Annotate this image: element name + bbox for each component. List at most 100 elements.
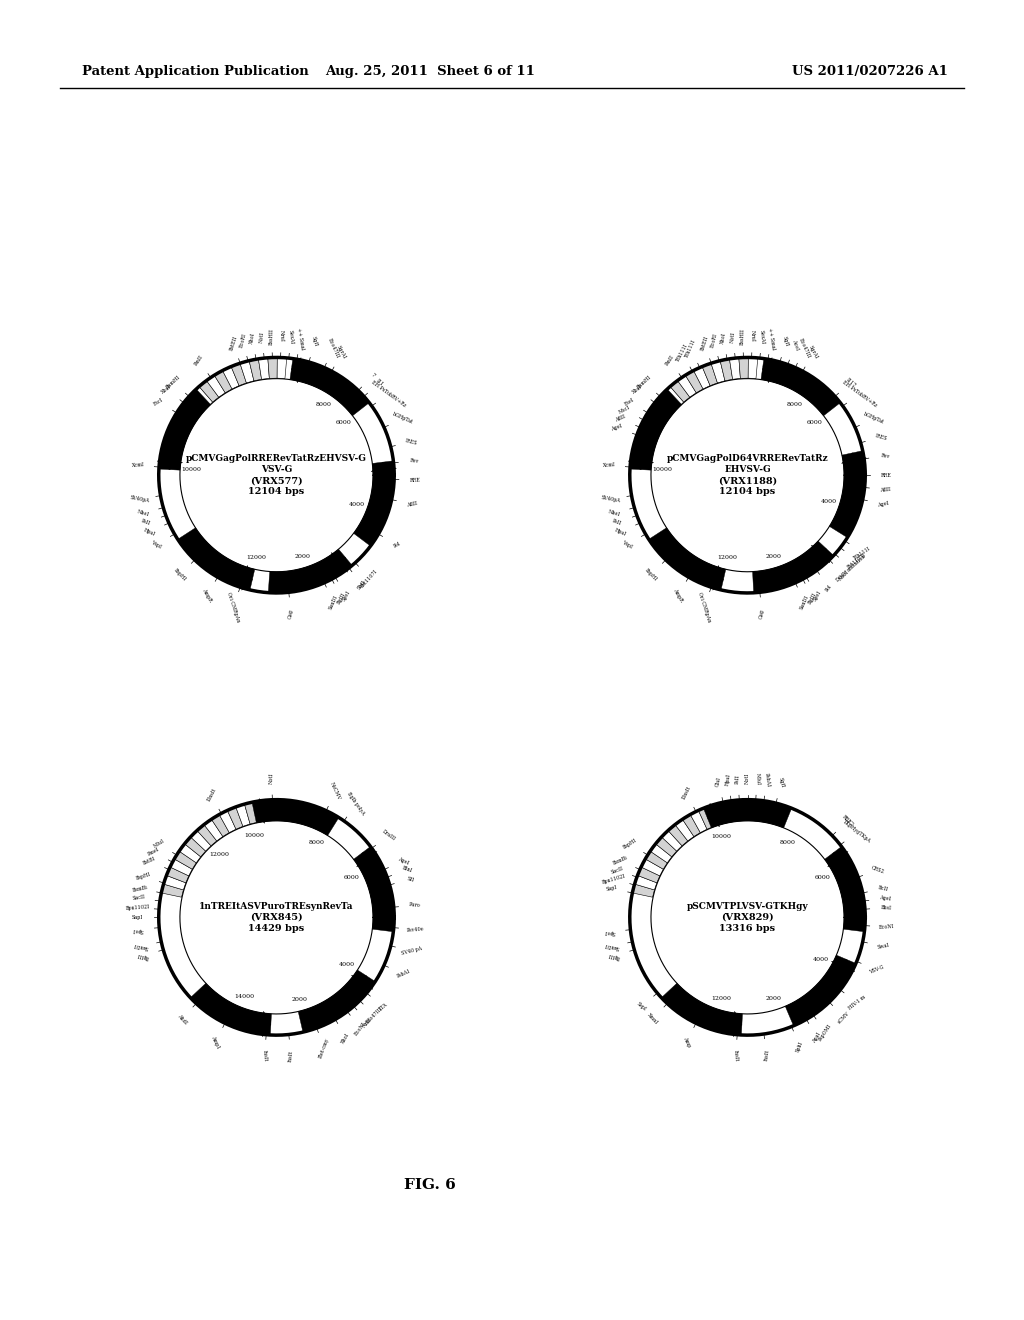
Text: ++ Smal: ++ Smal: [767, 327, 776, 350]
Polygon shape: [642, 416, 664, 433]
Polygon shape: [761, 359, 841, 416]
Polygon shape: [207, 376, 225, 397]
Text: 14429 bps: 14429 bps: [249, 924, 304, 933]
Text: BbsI: BbsI: [881, 904, 892, 911]
Polygon shape: [245, 803, 257, 824]
Polygon shape: [638, 424, 660, 440]
Text: XhoI: XhoI: [341, 1031, 351, 1044]
Text: SpeI: SpeI: [132, 927, 144, 932]
Text: AmpR: AmpR: [672, 587, 684, 603]
Polygon shape: [179, 843, 201, 863]
Polygon shape: [742, 800, 752, 821]
Text: IRES: IRES: [874, 433, 888, 441]
Text: EH PsTobRV+Rz: EH PsTobRV+Rz: [371, 379, 408, 408]
Polygon shape: [651, 400, 673, 420]
Polygon shape: [204, 820, 223, 841]
Text: 6000: 6000: [336, 420, 351, 425]
Text: D64V mutation: D64V mutation: [836, 554, 866, 582]
Text: SanDI: SanDI: [603, 942, 620, 950]
Polygon shape: [702, 364, 718, 385]
Text: BstBI: BstBI: [142, 855, 157, 866]
Text: 4000: 4000: [820, 499, 837, 504]
Polygon shape: [698, 808, 714, 829]
Polygon shape: [190, 983, 271, 1035]
Polygon shape: [642, 859, 664, 876]
Text: 12104 bps: 12104 bps: [249, 487, 304, 496]
Text: BspHI: BspHI: [644, 568, 658, 582]
Text: InsIt: InsIt: [261, 1049, 267, 1061]
Text: VspI: VspI: [151, 540, 162, 549]
Text: SexAI: SexAI: [288, 330, 294, 345]
Polygon shape: [371, 462, 396, 471]
Polygon shape: [178, 528, 255, 590]
Text: 12104 bps: 12104 bps: [720, 487, 775, 496]
Text: SanDI: SanDI: [799, 594, 809, 610]
Text: XbaI: XbaI: [161, 384, 173, 395]
Text: XhoI: XhoI: [249, 333, 256, 345]
Text: AflII: AflII: [880, 487, 891, 492]
Text: AflII: AflII: [614, 414, 627, 424]
Text: SspI: SspI: [635, 1002, 647, 1012]
Polygon shape: [171, 859, 193, 876]
Polygon shape: [675, 820, 694, 841]
Text: 1InsIt: 1InsIt: [681, 785, 692, 800]
Text: 6000: 6000: [807, 420, 822, 425]
Polygon shape: [185, 837, 206, 857]
Text: SanDI: SanDI: [132, 942, 148, 950]
Polygon shape: [236, 805, 250, 826]
Polygon shape: [669, 825, 688, 846]
Text: BInI: BInI: [401, 866, 413, 874]
Text: pSCMVTPLVSV-GTKHgy: pSCMVTPLVSV-GTKHgy: [687, 902, 808, 911]
Text: 6000: 6000: [815, 875, 830, 880]
Text: BglII: BglII: [607, 952, 621, 960]
Polygon shape: [657, 393, 678, 413]
Text: XcmI: XcmI: [602, 462, 615, 469]
Text: VSV-G: VSV-G: [868, 964, 885, 974]
Polygon shape: [215, 371, 232, 393]
Polygon shape: [198, 825, 217, 846]
Text: 7: 7: [370, 372, 376, 378]
Polygon shape: [729, 358, 740, 379]
Text: MIuI: MIuI: [755, 772, 760, 785]
Text: 13316 bps: 13316 bps: [720, 924, 775, 933]
Polygon shape: [162, 442, 183, 455]
Text: 10000: 10000: [181, 467, 202, 471]
Polygon shape: [162, 884, 183, 898]
Text: InsIt: InsIt: [288, 1049, 294, 1061]
Text: 8000: 8000: [779, 840, 796, 845]
Polygon shape: [763, 358, 772, 383]
Text: SV40pA: SV40pA: [600, 495, 621, 503]
Polygon shape: [811, 545, 829, 562]
Polygon shape: [278, 358, 287, 379]
Polygon shape: [630, 389, 682, 470]
Polygon shape: [712, 362, 725, 383]
Text: 2000: 2000: [766, 553, 781, 558]
Text: SfI: SfI: [406, 875, 415, 883]
Text: (VRX845): (VRX845): [250, 913, 303, 921]
Text: bGHpTat: bGHpTat: [392, 412, 415, 425]
Text: NruI: NruI: [361, 1016, 374, 1028]
Text: SexAI: SexAI: [759, 330, 765, 345]
Polygon shape: [646, 851, 668, 869]
Polygon shape: [703, 800, 792, 828]
Text: (VRX1188): (VRX1188): [718, 477, 777, 486]
Text: BamHI: BamHI: [165, 375, 181, 389]
Text: Amp: Amp: [682, 1036, 691, 1048]
Text: Patent Application Publication: Patent Application Publication: [82, 66, 309, 78]
Text: 1InsIt: 1InsIt: [206, 787, 217, 803]
Polygon shape: [353, 846, 394, 932]
Text: NruI: NruI: [750, 330, 755, 342]
Text: PsII: PsII: [140, 519, 152, 527]
Text: PshAI: PshAI: [763, 772, 770, 787]
Text: NotI: NotI: [259, 331, 265, 343]
Text: pCMVGagPolRRERevTatRzEHVSV-G: pCMVGagPolRRERevTatRzEHVSV-G: [186, 454, 367, 463]
Polygon shape: [167, 424, 189, 440]
Polygon shape: [223, 367, 239, 389]
Text: AceI: AceI: [791, 338, 800, 351]
Polygon shape: [638, 867, 659, 883]
Polygon shape: [249, 359, 261, 380]
Text: 1nTREItASVPuroTREsynRevTa: 1nTREItASVPuroTREsynRevTa: [200, 902, 353, 911]
Text: BsmBi: BsmBi: [132, 884, 148, 892]
Text: BspHI: BspHI: [173, 568, 187, 582]
Text: DraIII: DraIII: [381, 829, 396, 842]
